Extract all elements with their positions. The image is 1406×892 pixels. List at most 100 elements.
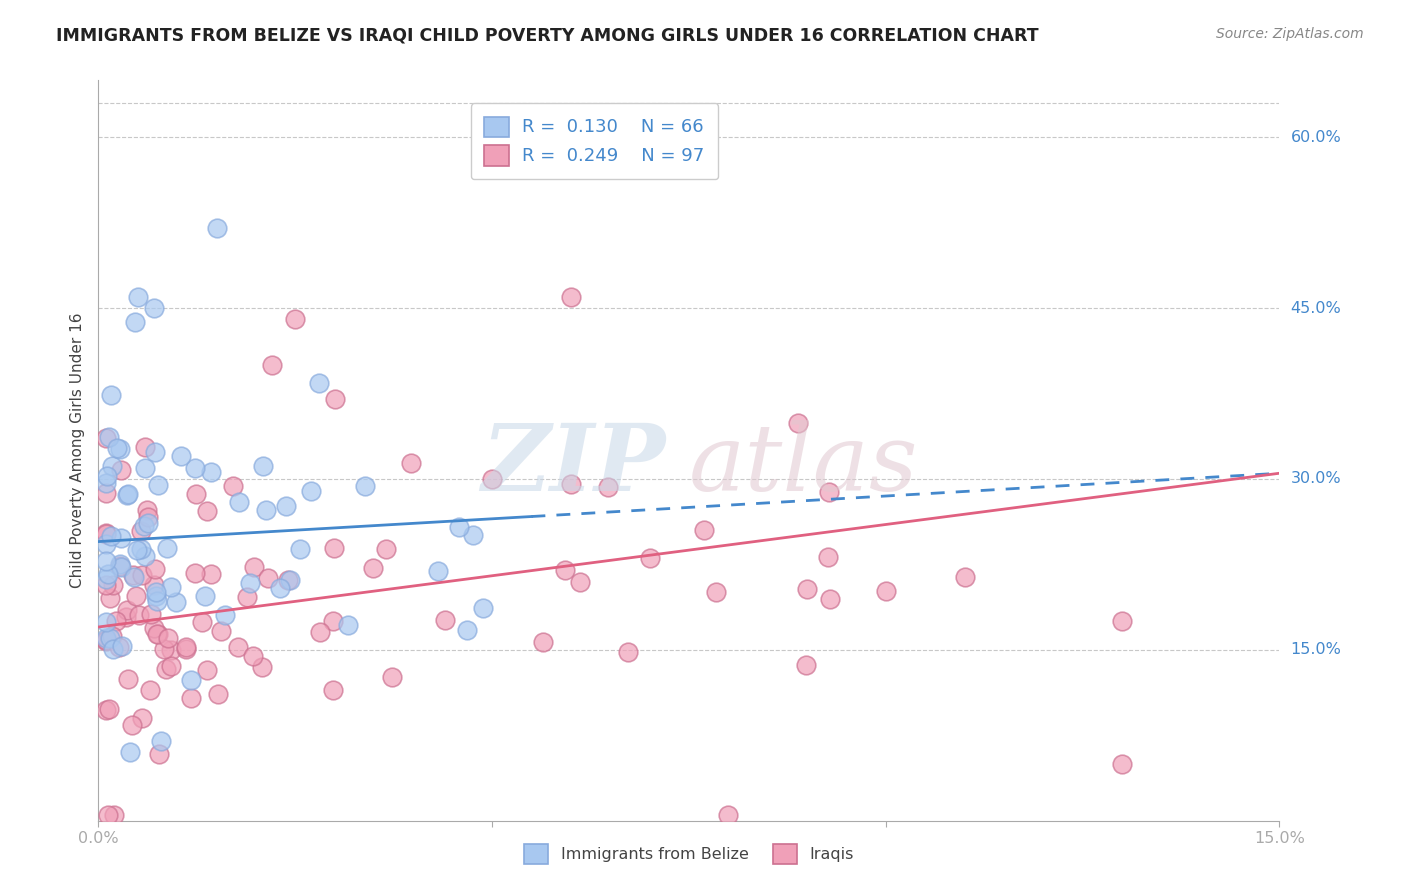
Point — [704, 584, 727, 599]
Point — [96, 475, 118, 490]
Point — [323, 541, 346, 555]
Point — [228, 494, 250, 508]
Point — [165, 594, 187, 608]
Point — [160, 659, 183, 673]
Point — [375, 541, 398, 556]
Point — [131, 711, 153, 725]
Point — [108, 640, 131, 654]
Point — [194, 590, 217, 604]
Point — [399, 457, 422, 471]
Point — [153, 642, 176, 657]
Point — [269, 581, 291, 595]
Point — [101, 629, 124, 643]
Legend: Immigrants from Belize, Iraqis: Immigrants from Belize, Iraqis — [516, 837, 862, 871]
Point — [98, 631, 121, 645]
Point — [134, 549, 156, 563]
Point — [96, 486, 118, 500]
Point — [200, 566, 222, 581]
Point — [207, 687, 229, 701]
Point — [427, 564, 450, 578]
Point — [96, 431, 118, 445]
Point — [180, 673, 202, 687]
Point — [461, 528, 484, 542]
Text: 45.0%: 45.0% — [1291, 301, 1341, 316]
Point — [184, 487, 207, 501]
Point — [115, 488, 138, 502]
Text: IMMIGRANTS FROM BELIZE VS IRAQI CHILD POVERTY AMONG GIRLS UNDER 16 CORRELATION C: IMMIGRANTS FROM BELIZE VS IRAQI CHILD PO… — [56, 27, 1039, 45]
Point — [308, 376, 330, 390]
Point — [214, 608, 236, 623]
Point — [337, 618, 360, 632]
Point — [481, 472, 503, 486]
Point — [569, 575, 592, 590]
Point — [96, 525, 118, 540]
Point — [160, 580, 183, 594]
Point — [96, 469, 118, 483]
Point — [693, 523, 716, 537]
Point — [322, 683, 344, 698]
Point — [97, 566, 120, 581]
Point — [638, 550, 661, 565]
Point — [256, 571, 278, 585]
Point — [96, 631, 118, 645]
Point — [100, 388, 122, 402]
Point — [128, 607, 150, 622]
Point — [125, 543, 148, 558]
Point — [124, 314, 146, 328]
Point — [200, 465, 222, 479]
Point — [170, 450, 193, 464]
Point — [121, 568, 143, 582]
Point — [243, 559, 266, 574]
Point — [197, 504, 219, 518]
Point — [205, 221, 228, 235]
Text: Source: ZipAtlas.com: Source: ZipAtlas.com — [1216, 27, 1364, 41]
Point — [160, 642, 183, 657]
Point — [111, 639, 134, 653]
Point — [96, 537, 118, 551]
Point — [142, 301, 165, 315]
Point — [596, 480, 619, 494]
Point — [143, 444, 166, 458]
Point — [129, 524, 152, 538]
Point — [184, 566, 207, 581]
Point — [103, 641, 125, 656]
Point — [254, 502, 277, 516]
Text: 15.0%: 15.0% — [1291, 642, 1341, 657]
Point — [191, 615, 214, 629]
Point — [284, 312, 307, 326]
Point — [97, 808, 120, 822]
Point — [104, 614, 127, 628]
Point — [139, 682, 162, 697]
Point — [122, 570, 145, 584]
Point — [277, 573, 299, 587]
Point — [117, 603, 139, 617]
Point — [132, 519, 155, 533]
Point — [96, 572, 118, 586]
Point — [96, 615, 118, 630]
Point — [1111, 614, 1133, 628]
Point — [98, 591, 121, 606]
Point — [361, 561, 384, 575]
Point — [110, 463, 132, 477]
Point — [145, 584, 167, 599]
Point — [288, 541, 311, 556]
Point — [323, 392, 346, 407]
Point — [456, 623, 478, 637]
Point — [108, 557, 131, 571]
Point — [796, 582, 818, 596]
Point — [1111, 756, 1133, 771]
Point — [174, 642, 197, 657]
Point — [136, 502, 159, 516]
Point — [381, 670, 404, 684]
Point — [174, 640, 197, 655]
Point — [148, 747, 170, 762]
Point — [103, 808, 125, 822]
Point — [278, 573, 301, 587]
Point — [131, 568, 153, 582]
Point — [786, 416, 808, 430]
Point — [146, 627, 169, 641]
Point — [447, 520, 470, 534]
Point — [98, 430, 121, 444]
Point — [125, 589, 148, 603]
Point — [96, 578, 118, 592]
